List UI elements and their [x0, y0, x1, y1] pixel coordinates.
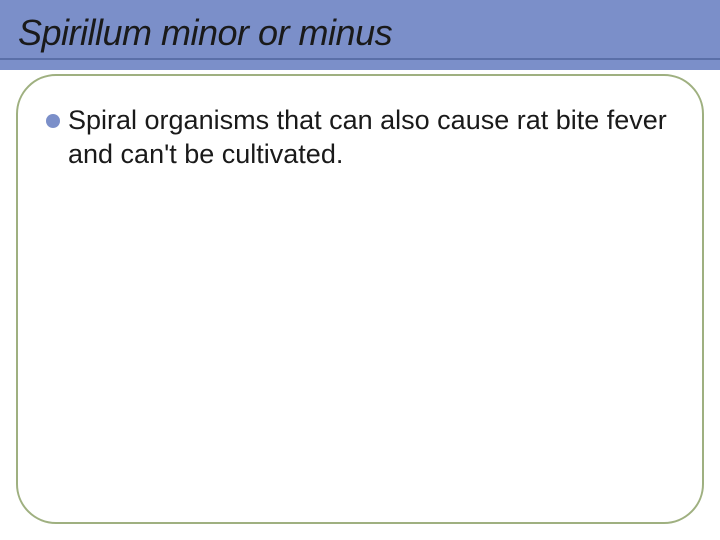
title-underline	[0, 58, 720, 60]
bullet-item: Spiral organisms that can also cause rat…	[46, 104, 686, 172]
bullet-dot-icon	[46, 114, 60, 128]
slide-title: Spirillum minor or minus	[18, 12, 392, 54]
bullet-text: Spiral organisms that can also cause rat…	[68, 104, 686, 172]
